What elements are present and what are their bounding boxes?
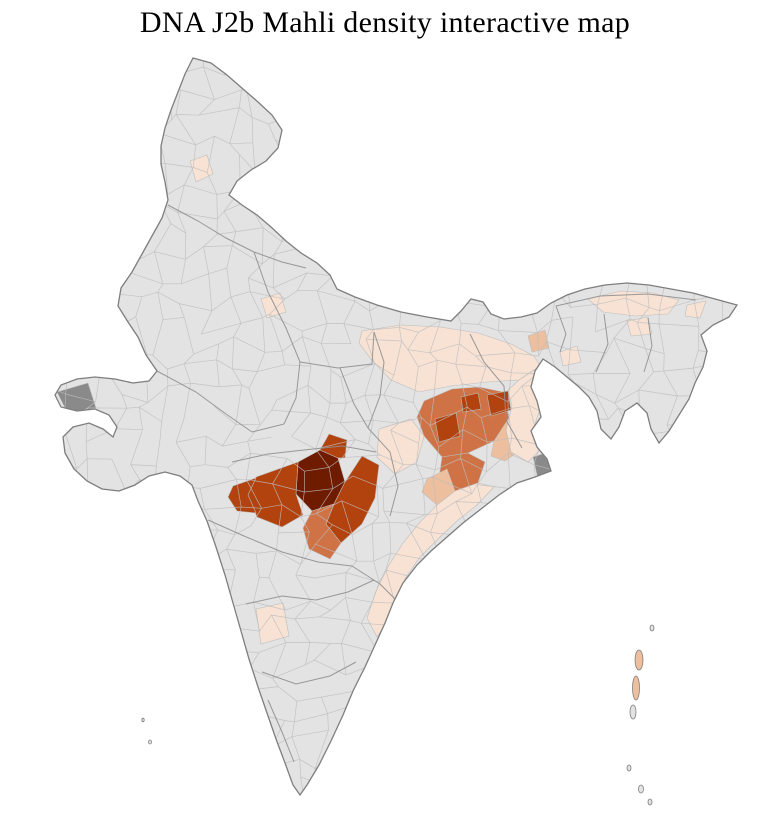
density-regions[interactable]	[56, 154, 707, 645]
state-borders	[156, 204, 697, 763]
island[interactable]	[632, 675, 640, 701]
state-border-line	[167, 204, 307, 269]
state-border-line	[207, 519, 353, 567]
island[interactable]	[649, 624, 655, 632]
state-border-line	[253, 251, 301, 425]
island[interactable]	[634, 649, 644, 671]
india-outline	[54, 57, 739, 797]
density-region-low[interactable]	[260, 292, 287, 319]
state-border-line	[261, 661, 357, 685]
state-border-line	[231, 445, 377, 463]
page-title: DNA J2b Mahli density interactive map	[139, 6, 631, 39]
state-border-line	[367, 331, 385, 429]
state-border-line	[555, 293, 697, 307]
density-region-medium[interactable]	[302, 503, 342, 560]
island[interactable]	[626, 764, 632, 772]
density-region-low[interactable]	[189, 154, 214, 183]
islands[interactable]	[141, 624, 655, 806]
state-border-line	[299, 331, 375, 369]
state-border-line	[469, 333, 523, 449]
island[interactable]	[141, 717, 145, 723]
density-region-high[interactable]	[227, 477, 257, 514]
density-region-low[interactable]	[255, 602, 290, 645]
island[interactable]	[647, 798, 653, 806]
island[interactable]	[148, 739, 152, 745]
island[interactable]	[638, 784, 644, 794]
island[interactable]	[629, 704, 637, 720]
state-border-line	[367, 427, 399, 517]
state-border-line	[339, 367, 369, 429]
state-border-line	[267, 699, 295, 763]
state-border-line	[555, 305, 567, 353]
state-border-line	[245, 579, 375, 605]
state-border-line	[351, 565, 397, 601]
state-border-line	[156, 370, 285, 433]
density-region-low[interactable]	[559, 345, 582, 367]
state-border-line	[595, 313, 609, 373]
density-region-high[interactable]	[319, 433, 348, 459]
density-region-low[interactable]	[376, 418, 425, 475]
density-region-high[interactable]	[460, 392, 482, 413]
state-border-line	[643, 317, 653, 373]
